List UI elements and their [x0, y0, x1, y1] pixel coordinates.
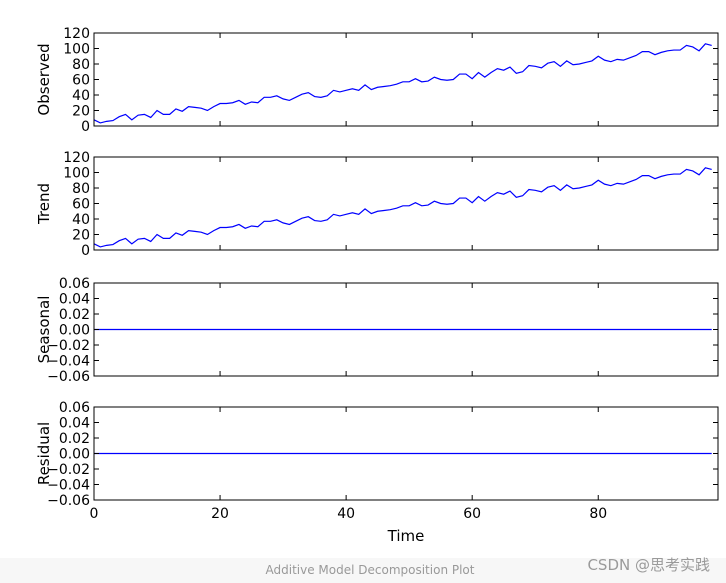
x-tick-label: 20: [211, 506, 229, 522]
x-axis-label: Time: [387, 527, 425, 545]
y-tick-label: 100: [63, 166, 90, 182]
y-tick-label: 0: [81, 243, 90, 259]
y-tick-label: 0.02: [59, 431, 90, 447]
caption-bar: [0, 558, 726, 583]
y-tick-label: −0.06: [47, 369, 90, 385]
y-tick-label: 80: [72, 181, 90, 197]
figure-caption: Additive Model Decomposition Plot: [265, 563, 475, 577]
y-tick-label: 0.02: [59, 307, 90, 323]
y-tick-label: 0.06: [59, 400, 90, 416]
y-tick-label: −0.04: [47, 354, 90, 370]
y-tick-label: 0: [81, 119, 90, 135]
y-tick-label: 80: [72, 57, 90, 73]
panel-seasonal: −0.06−0.04−0.020.000.020.040.06 Seasonal: [35, 276, 719, 385]
y-tick-label: 40: [72, 88, 90, 104]
x-tick-label: 60: [463, 506, 481, 522]
y-tick-label: 0.04: [59, 292, 90, 308]
y-tick-label: 100: [63, 42, 90, 58]
y-tick-label: −0.02: [47, 338, 90, 354]
y-tick-label: 60: [72, 197, 90, 213]
y-tick-label: −0.06: [47, 493, 90, 509]
y-tick-label: 120: [63, 26, 90, 42]
panel-residual: −0.06−0.04−0.020.000.020.040.06 0 20 40 60 80…: [35, 400, 719, 545]
axes-frame: [93, 32, 719, 127]
y-tick-label: 0.00: [59, 447, 90, 463]
y-axis-label: Observed: [35, 43, 53, 115]
y-tick-label: 0.06: [59, 276, 90, 292]
x-tick-label: 80: [589, 506, 607, 522]
y-tick-label: 60: [72, 73, 90, 89]
y-tick-label: 0.04: [59, 416, 90, 432]
y-tick-label: 40: [72, 212, 90, 228]
y-tick-label: 0.00: [59, 323, 90, 339]
y-axis-label: Trend: [35, 183, 53, 225]
watermark: CSDN @思考实践: [587, 556, 710, 574]
y-tick-label: 120: [63, 150, 90, 166]
axes-frame: [93, 156, 719, 251]
y-axis-label: Seasonal: [35, 296, 53, 364]
y-tick-label: 20: [72, 104, 90, 120]
y-axis-label: Residual: [35, 422, 53, 485]
y-tick-label: −0.02: [47, 462, 90, 478]
y-tick-label: −0.04: [47, 478, 90, 494]
series-line-trend: [93, 167, 712, 248]
series-line-observed: [93, 43, 712, 124]
x-tick-label: 0: [90, 506, 99, 522]
x-tick-label: 40: [337, 506, 355, 522]
y-tick-label: 20: [72, 228, 90, 244]
